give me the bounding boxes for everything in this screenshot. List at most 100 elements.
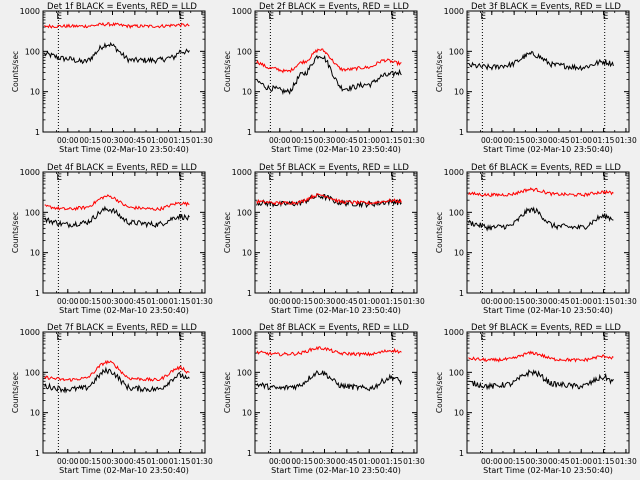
x-tick-label: 01:00 — [146, 297, 168, 306]
y-tick-label: 100 — [25, 47, 40, 56]
y-tick-label: 1 — [459, 449, 464, 458]
chart-title: Det 8f BLACK = Events, RED = LLD — [259, 323, 409, 333]
x-tick-label: 00:15 — [79, 457, 101, 466]
x-tick-label: 01:15 — [593, 136, 615, 145]
chart-panel-7: Det 7f BLACK = Events, RED = LLD 1 10 100 10… — [11, 323, 213, 475]
series-lld-line — [256, 346, 402, 358]
series-events-line — [44, 41, 190, 65]
x-tick-label: 01:15 — [381, 457, 403, 466]
series-lld-line — [256, 193, 402, 206]
x-tick-label: 00:00 — [481, 457, 503, 466]
y-tick-label: 10 — [30, 88, 40, 97]
x-tick-label: 00:30 — [314, 457, 336, 466]
y-tick-label: 1 — [247, 449, 252, 458]
x-tick-label: 00:15 — [503, 136, 525, 145]
series-lld-line — [468, 187, 614, 198]
y-tick-label: 10 — [30, 409, 40, 418]
x-tick-label: 01:30 — [615, 457, 637, 466]
y-tick-label: 1000 — [232, 168, 252, 177]
chart-panel-4: Det 4f BLACK = Events, RED = LLD 1 10 100 10… — [11, 163, 213, 315]
chart-panel-9: Det 9f BLACK = Events, RED = LLD 1 10 100 10… — [435, 323, 637, 475]
x-tick-label: 00:15 — [503, 457, 525, 466]
y-axis-label: Counts/sec — [435, 212, 444, 253]
series-events-line — [468, 50, 614, 72]
event-marker-label: E — [179, 333, 185, 343]
event-marker-label: E — [179, 173, 185, 183]
chart-title: Det 7f BLACK = Events, RED = LLD — [47, 323, 197, 333]
series-events-line — [256, 370, 402, 392]
y-tick-label: 1 — [35, 449, 40, 458]
x-tick-label: 00:45 — [336, 457, 358, 466]
series-events-line — [256, 193, 402, 209]
x-tick-label: 00:45 — [124, 457, 146, 466]
series-events-line — [44, 366, 190, 394]
y-tick-label: 100 — [449, 208, 464, 217]
chart-title: Det 4f BLACK = Events, RED = LLD — [47, 163, 197, 173]
chart-title: Det 6f BLACK = Events, RED = LLD — [471, 163, 621, 173]
x-tick-label: 00:45 — [336, 297, 358, 306]
chart-title: Det 9f BLACK = Events, RED = LLD — [471, 323, 621, 333]
event-marker-label: E — [603, 173, 609, 183]
x-tick-label: 00:30 — [314, 297, 336, 306]
y-tick-label: 1 — [459, 289, 464, 298]
chart-title: Det 2f BLACK = Events, RED = LLD — [259, 2, 409, 12]
x-tick-label: 00:15 — [79, 297, 101, 306]
x-tick-label: 00:30 — [526, 297, 548, 306]
chart-panel-2: Det 2f BLACK = Events, RED = LLD 1 10 100 10… — [223, 2, 425, 154]
x-tick-label: 00:15 — [291, 297, 313, 306]
event-marker-label: E — [56, 173, 62, 183]
y-axis-label: Counts/sec — [11, 51, 20, 92]
x-tick-label: 00:45 — [548, 457, 570, 466]
x-tick-label: 00:00 — [57, 136, 79, 145]
event-marker-label: E — [603, 12, 609, 22]
x-tick-label: 01:15 — [169, 136, 191, 145]
y-tick-label: 10 — [454, 409, 464, 418]
y-tick-label: 1 — [35, 128, 40, 137]
y-axis-label: Counts/sec — [223, 212, 232, 253]
y-tick-label: 1000 — [20, 328, 40, 337]
x-tick-label: 00:00 — [57, 297, 79, 306]
chart-panel-6: Det 6f BLACK = Events, RED = LLD 1 10 100 10… — [435, 163, 637, 315]
y-tick-label: 100 — [449, 368, 464, 377]
y-tick-label: 1000 — [444, 168, 464, 177]
chart-title: Det 5f BLACK = Events, RED = LLD — [259, 163, 409, 173]
x-axis-label: Start Time (02-Mar-10 23:50:40) — [59, 306, 189, 315]
x-tick-label: 01:15 — [381, 297, 403, 306]
x-tick-label: 01:30 — [191, 136, 213, 145]
x-tick-label: 00:45 — [548, 297, 570, 306]
x-tick-label: 01:00 — [358, 136, 380, 145]
y-tick-label: 100 — [237, 208, 252, 217]
series-events-line — [468, 369, 614, 391]
chart-panel-1: Det 1f BLACK = Events, RED = LLD 1 10 100 10… — [11, 2, 213, 154]
series-lld-line — [256, 48, 402, 74]
x-tick-label: 00:15 — [503, 297, 525, 306]
x-axis-label: Start Time (02-Mar-10 23:50:40) — [483, 145, 613, 154]
x-axis-label: Start Time (02-Mar-10 23:50:40) — [59, 145, 189, 154]
y-tick-label: 100 — [25, 208, 40, 217]
y-axis-label: Counts/sec — [435, 372, 444, 413]
x-tick-label: 00:15 — [291, 457, 313, 466]
event-marker-label: E — [391, 333, 397, 343]
y-tick-label: 100 — [449, 47, 464, 56]
y-tick-label: 1 — [459, 128, 464, 137]
x-tick-label: 00:45 — [124, 297, 146, 306]
x-tick-label: 00:00 — [481, 136, 503, 145]
series-events-line — [256, 54, 402, 96]
y-tick-label: 10 — [242, 409, 252, 418]
x-tick-label: 01:00 — [570, 297, 592, 306]
y-axis-label: Counts/sec — [11, 212, 20, 253]
event-marker-label: E — [268, 173, 274, 183]
event-marker-label: E — [268, 333, 274, 343]
x-tick-label: 00:30 — [102, 136, 124, 145]
x-tick-label: 01:15 — [169, 297, 191, 306]
x-axis-label: Start Time (02-Mar-10 23:50:40) — [59, 466, 189, 475]
x-tick-label: 00:30 — [102, 457, 124, 466]
y-tick-label: 1000 — [232, 7, 252, 16]
y-tick-label: 10 — [454, 88, 464, 97]
y-axis-label: Counts/sec — [11, 372, 20, 413]
series-lld-line — [468, 350, 614, 363]
x-tick-label: 01:30 — [191, 297, 213, 306]
series-events-line — [468, 206, 614, 232]
x-tick-label: 01:15 — [169, 457, 191, 466]
x-tick-label: 00:45 — [336, 136, 358, 145]
